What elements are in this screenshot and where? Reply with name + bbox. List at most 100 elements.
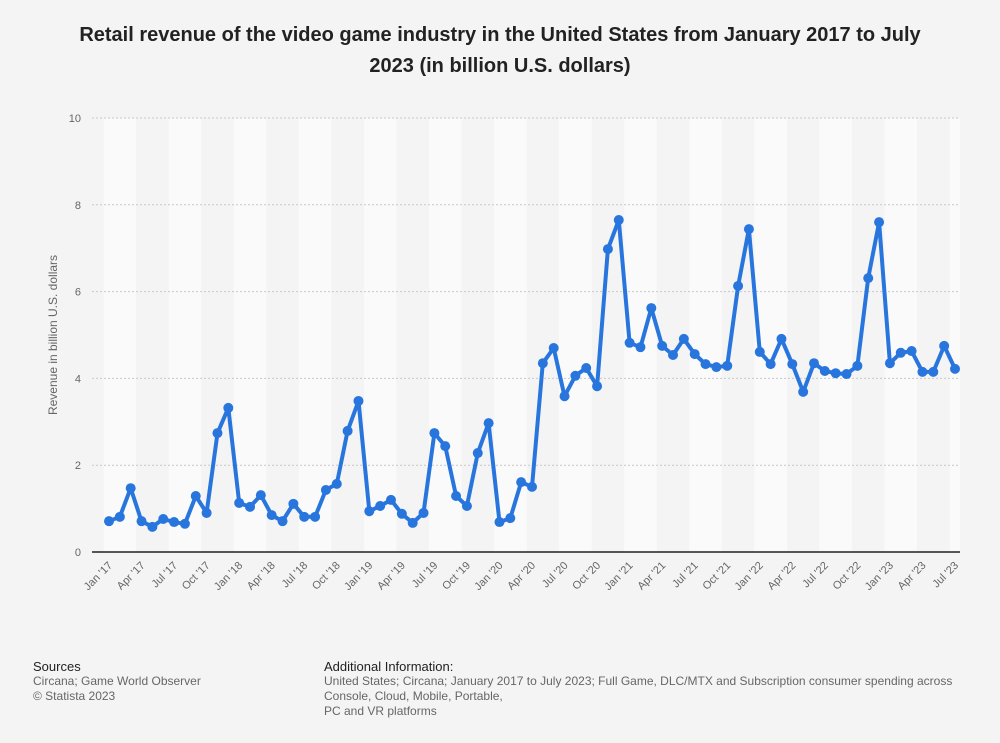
background-band	[168, 118, 202, 552]
data-point	[776, 333, 787, 344]
background-band	[428, 118, 462, 552]
background-band	[233, 118, 267, 552]
data-point	[386, 494, 396, 505]
x-tick-label: Oct '22	[831, 560, 864, 593]
data-point	[483, 418, 494, 429]
x-tick-label: Apr '21	[635, 560, 668, 593]
data-point	[722, 360, 733, 371]
data-point	[830, 368, 841, 379]
data-point	[320, 484, 331, 495]
info-line: United States; Circana; January 2017 to …	[324, 674, 953, 703]
data-point	[624, 337, 635, 348]
chart-title: Retail revenue of the video game industr…	[79, 24, 921, 77]
data-point	[299, 511, 310, 522]
data-point	[928, 366, 939, 377]
data-point	[863, 273, 874, 284]
data-point	[190, 491, 201, 502]
data-point	[472, 448, 483, 459]
data-point	[288, 498, 299, 509]
additional-info-block: Additional Information: United States; C…	[324, 659, 984, 719]
data-point	[201, 507, 212, 518]
x-tick-label: Jul '22	[800, 560, 831, 591]
data-point	[798, 386, 809, 397]
sources-line: Circana; Game World Observer	[33, 674, 201, 688]
y-tick-label: 0	[75, 547, 81, 559]
x-tick-label: Jan '23	[863, 560, 896, 593]
data-point	[169, 517, 180, 528]
data-point	[906, 346, 917, 357]
data-point	[809, 358, 819, 369]
x-tick-label: Jan '22	[733, 560, 766, 593]
data-point	[895, 347, 906, 358]
data-point	[364, 506, 375, 517]
x-tick-label: Jul '21	[670, 560, 701, 591]
data-point	[711, 362, 722, 373]
x-tick-label: Jul '17	[149, 560, 180, 591]
data-point	[950, 363, 960, 374]
data-point	[841, 369, 852, 380]
data-point	[461, 500, 472, 511]
data-point	[104, 516, 114, 527]
data-point	[765, 359, 776, 370]
x-tick-label: Apr '23	[896, 560, 929, 593]
data-point	[125, 483, 136, 494]
data-point	[516, 477, 527, 488]
data-point	[689, 349, 700, 360]
data-point	[277, 516, 288, 527]
x-tick-label: Jan '18	[212, 560, 245, 593]
data-point	[353, 395, 364, 406]
y-tick-label: 10	[69, 113, 81, 125]
data-point	[570, 370, 581, 381]
background-band	[298, 118, 332, 552]
data-point	[331, 478, 342, 489]
y-tick-label: 2	[75, 460, 81, 472]
x-tick-label: Apr '18	[245, 560, 278, 593]
sources-block: Sources Circana; Game World Observer © S…	[33, 659, 201, 704]
data-point	[819, 366, 830, 377]
data-point	[548, 343, 559, 354]
sources-heading: Sources	[33, 659, 81, 674]
data-point	[136, 516, 147, 527]
background-band	[819, 118, 852, 552]
data-point	[581, 362, 592, 373]
background-band	[363, 118, 397, 552]
x-tick-label: Oct '21	[700, 560, 733, 593]
y-tick-label: 6	[75, 287, 81, 299]
info-heading: Additional Information:	[324, 659, 454, 674]
x-tick-label: Apr '22	[766, 560, 799, 593]
data-point	[700, 359, 711, 370]
data-point	[874, 217, 885, 228]
data-point	[602, 244, 613, 255]
data-point	[646, 303, 657, 314]
data-point	[245, 501, 255, 512]
x-tick-label: Jan '17	[82, 560, 115, 593]
data-point	[505, 513, 516, 524]
data-point	[451, 491, 462, 502]
data-point	[407, 517, 418, 528]
data-point	[396, 508, 407, 519]
background-band	[103, 118, 137, 552]
y-tick-label: 8	[75, 200, 81, 212]
background-band	[559, 118, 592, 552]
data-point	[852, 360, 863, 371]
x-tick-label: Oct '17	[180, 560, 213, 593]
data-point	[635, 342, 646, 353]
background-band	[949, 118, 960, 552]
x-tick-label: Jul '23	[930, 560, 961, 591]
x-tick-label: Jan '19	[342, 560, 375, 593]
data-point	[527, 481, 537, 492]
x-tick-label: Jul '18	[280, 560, 311, 591]
data-point	[147, 521, 158, 532]
data-point	[266, 510, 277, 521]
data-point	[939, 340, 950, 351]
data-point	[559, 391, 570, 402]
x-tick-label: Jan '21	[602, 560, 635, 593]
data-point	[310, 511, 321, 522]
data-point	[342, 425, 353, 436]
data-point	[668, 349, 678, 360]
data-point	[212, 428, 223, 439]
info-line: PC and VR platforms	[324, 704, 437, 718]
data-point	[884, 358, 895, 369]
data-point	[223, 402, 234, 413]
